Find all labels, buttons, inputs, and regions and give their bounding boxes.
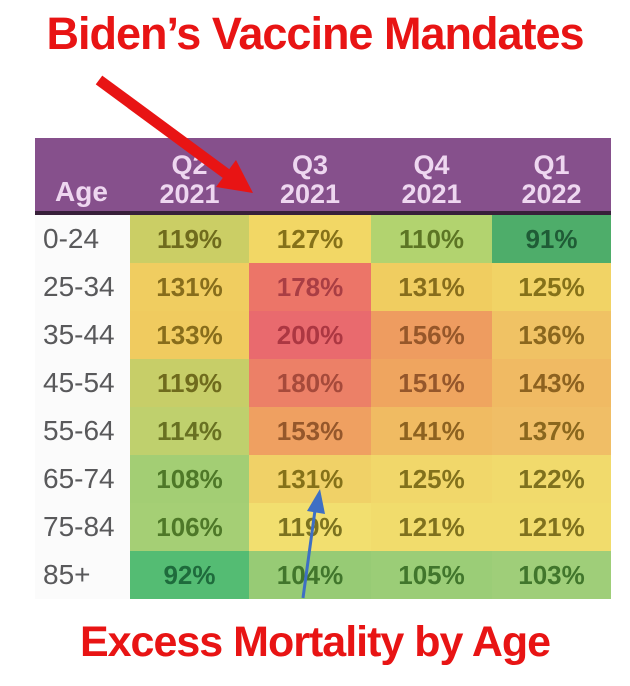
value-cell: 180% bbox=[249, 359, 371, 407]
value-cell: 119% bbox=[249, 503, 371, 551]
age-label: 25-34 bbox=[35, 263, 130, 311]
table-row-0-24: 0-24 119% 127% 110% 91% bbox=[35, 215, 611, 263]
column-header-q3-2021: Q3 2021 bbox=[279, 149, 341, 209]
age-label: 0-24 bbox=[35, 215, 130, 263]
value-cell: 119% bbox=[130, 215, 249, 263]
value-cell: 151% bbox=[371, 359, 492, 407]
column-header-q1-2022: Q1 2022 bbox=[521, 149, 582, 209]
column-header-q4-2021: Q4 2021 bbox=[401, 149, 462, 209]
value-cell: 106% bbox=[130, 503, 249, 551]
age-label: 75-84 bbox=[35, 503, 130, 551]
age-label: 55-64 bbox=[35, 407, 130, 455]
page-title: Biden’s Vaccine Mandates bbox=[46, 8, 584, 59]
value-cell: 122% bbox=[492, 455, 611, 503]
value-cell: 110% bbox=[371, 215, 492, 263]
value-cell: 131% bbox=[130, 263, 249, 311]
heatmap-table: Age Q2 2021 Q3 2021 Q4 2021 Q1 2022 0-24 119% 127… bbox=[35, 138, 611, 599]
value-cell: 121% bbox=[371, 503, 492, 551]
value-cell: 200% bbox=[249, 311, 371, 359]
age-label: 65-74 bbox=[35, 455, 130, 503]
value-cell: 125% bbox=[492, 263, 611, 311]
table-row-45-54: 45-54 119% 180% 151% 143% bbox=[35, 359, 611, 407]
value-cell: 105% bbox=[371, 551, 492, 599]
age-column-header: Age bbox=[55, 176, 108, 207]
value-cell: 133% bbox=[130, 311, 249, 359]
value-cell: 131% bbox=[371, 263, 492, 311]
table-header: Age Q2 2021 Q3 2021 Q4 2021 Q1 2022 bbox=[35, 138, 611, 215]
table-row-85+: 85+ 92% 104% 105% 103% bbox=[35, 551, 611, 599]
age-label: 45-54 bbox=[35, 359, 130, 407]
value-cell: 178% bbox=[249, 263, 371, 311]
column-header-q2-2021: Q2 2021 bbox=[159, 149, 220, 209]
value-cell: 156% bbox=[371, 311, 492, 359]
value-cell: 136% bbox=[492, 311, 611, 359]
value-cell: 114% bbox=[130, 407, 249, 455]
age-label: 85+ bbox=[35, 551, 130, 599]
value-cell: 131% bbox=[249, 455, 371, 503]
table-row-75-84: 75-84 106% 119% 121% 121% bbox=[35, 503, 611, 551]
value-cell: 92% bbox=[130, 551, 249, 599]
table-row-25-34: 25-34 131% 178% 131% 125% bbox=[35, 263, 611, 311]
table-row-65-74: 65-74 108% 131% 125% 122% bbox=[35, 455, 611, 503]
table-body: 0-24 119% 127% 110% 91% 25-34 131% 178% 131% 125%… bbox=[35, 215, 611, 599]
value-cell: 127% bbox=[249, 215, 371, 263]
value-cell: 91% bbox=[492, 215, 611, 263]
value-cell: 103% bbox=[492, 551, 611, 599]
value-cell: 121% bbox=[492, 503, 611, 551]
value-cell: 125% bbox=[371, 455, 492, 503]
value-cell: 143% bbox=[492, 359, 611, 407]
bottom-caption: Excess Mortality by Age bbox=[79, 618, 551, 666]
value-cell: 108% bbox=[130, 455, 249, 503]
value-cell: 104% bbox=[249, 551, 371, 599]
table-row-55-64: 55-64 114% 153% 141% 137% bbox=[35, 407, 611, 455]
value-cell: 137% bbox=[492, 407, 611, 455]
table-row-35-44: 35-44 133% 200% 156% 136% bbox=[35, 311, 611, 359]
value-cell: 153% bbox=[249, 407, 371, 455]
age-label: 35-44 bbox=[35, 311, 130, 359]
value-cell: 141% bbox=[371, 407, 492, 455]
value-cell: 119% bbox=[130, 359, 249, 407]
